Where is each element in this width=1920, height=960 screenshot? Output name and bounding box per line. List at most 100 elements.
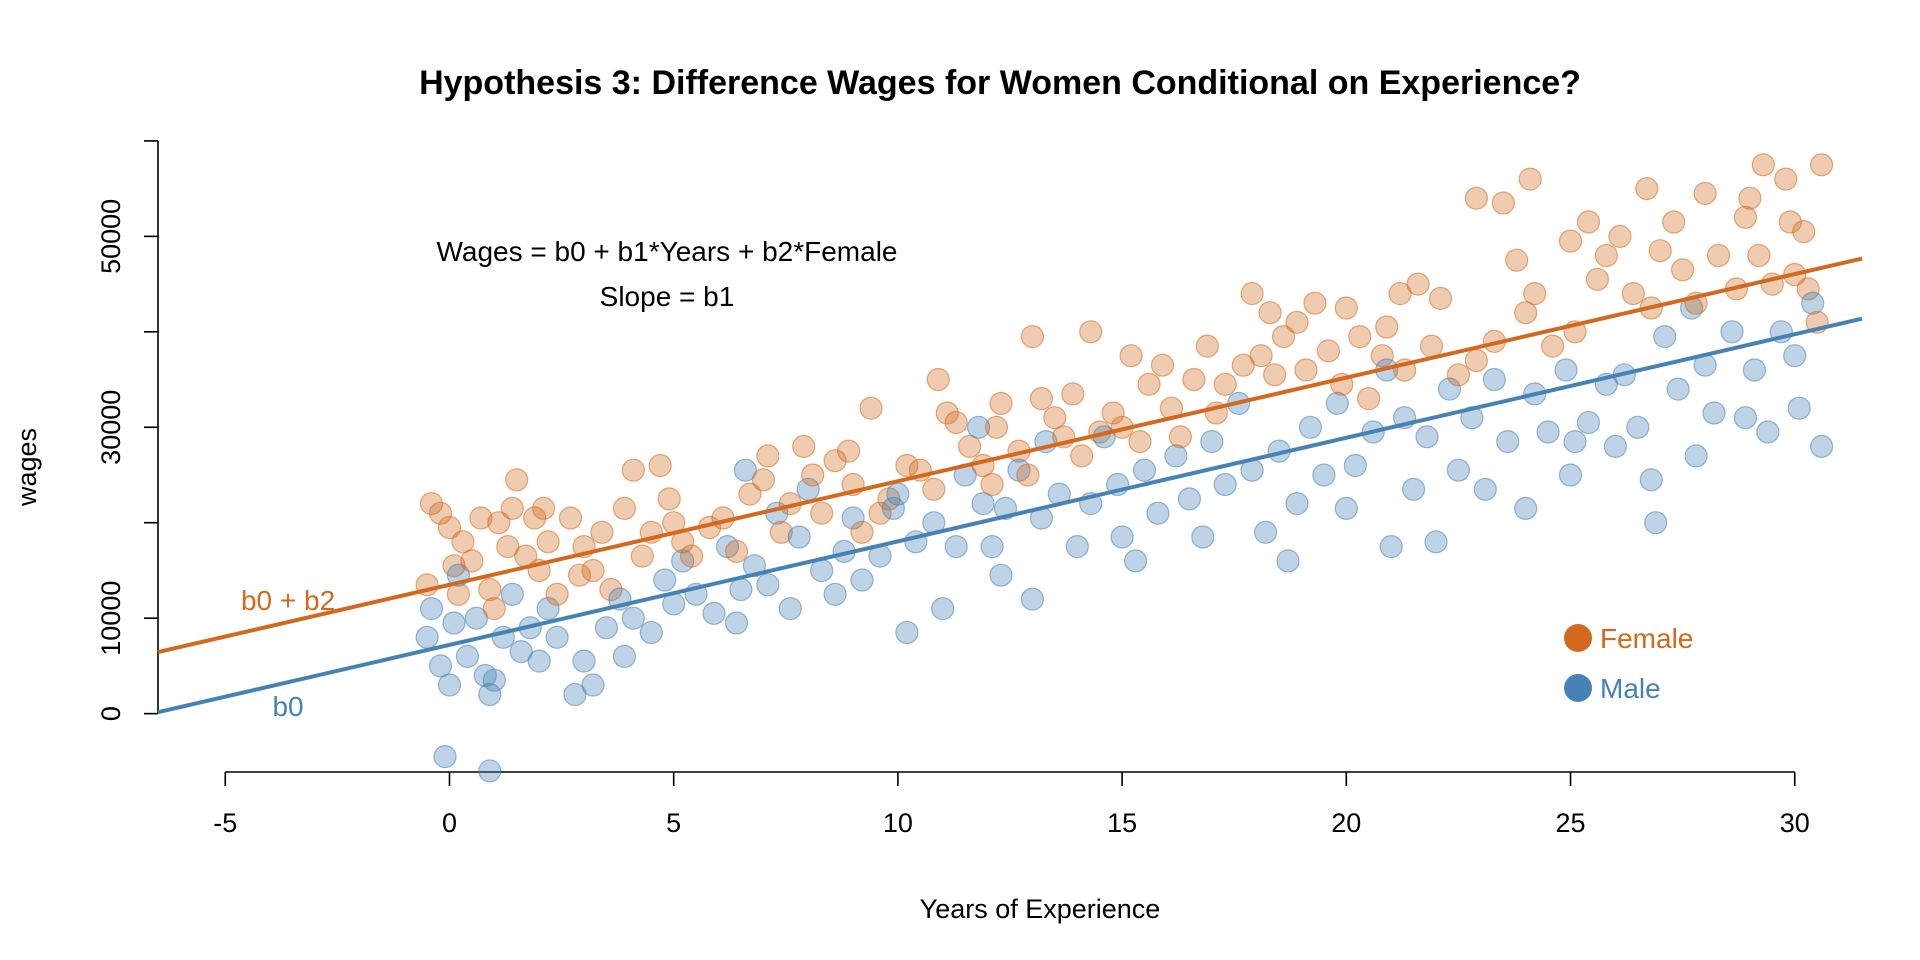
female-point [1778, 210, 1802, 234]
female-point [500, 496, 524, 520]
male-point [1496, 430, 1520, 454]
male-point [455, 644, 479, 669]
female-point [1621, 282, 1645, 306]
equation-line-1: Wages = b0 + b1*Years + b2*Female [436, 236, 897, 267]
male-point [1343, 453, 1367, 478]
female-point [792, 434, 816, 458]
female-point [1523, 282, 1547, 306]
female-point [1419, 334, 1444, 358]
male-point [1644, 511, 1668, 535]
female-point [1137, 372, 1161, 396]
female-point [1195, 334, 1219, 358]
male-point [823, 582, 847, 606]
female-point [1249, 344, 1273, 368]
female-point [531, 496, 556, 520]
female-point [1514, 301, 1538, 325]
female-point [567, 563, 592, 587]
female-point [1747, 243, 1771, 268]
male-point [415, 625, 439, 649]
male-point [464, 606, 488, 630]
male-point [1110, 525, 1134, 549]
female-point [957, 434, 982, 458]
female-point [1505, 248, 1529, 272]
female-point [801, 463, 825, 487]
male-point [1473, 477, 1497, 501]
female-point [1576, 210, 1601, 234]
legend-label-female: Female [1600, 623, 1693, 654]
male-point [621, 606, 645, 630]
male-point [1482, 367, 1506, 392]
female-point [1594, 243, 1619, 268]
female-point [1540, 334, 1565, 358]
female-point [460, 549, 484, 573]
male-point [1285, 492, 1309, 516]
female-point [1240, 282, 1264, 306]
b0-plus-b2-label: b0 + b2 [241, 585, 335, 616]
female-point [1428, 286, 1453, 310]
x-tick-label: 0 [442, 808, 457, 838]
male-point [478, 759, 502, 783]
equation-line-2: Slope = b1 [600, 281, 735, 312]
female-point [1168, 425, 1193, 449]
female-point [980, 472, 1004, 497]
male-point [1742, 358, 1767, 382]
y-tick-label: 10000 [96, 581, 126, 656]
male-point [1298, 415, 1323, 439]
female-point [724, 539, 749, 564]
female-point [944, 410, 968, 435]
female-point [1796, 277, 1820, 301]
female-point [1406, 272, 1430, 296]
male-point [478, 682, 502, 707]
male-point [971, 492, 995, 516]
male-point [787, 525, 811, 549]
female-point [469, 506, 493, 530]
male-point [1164, 444, 1188, 468]
female-point [1294, 358, 1318, 382]
female-point [1491, 191, 1515, 215]
female-point [1061, 382, 1085, 406]
male-point [895, 620, 919, 645]
female-point [630, 544, 654, 568]
female-point [1464, 348, 1489, 373]
female-point [868, 501, 892, 525]
y-tick-label: 0 [96, 706, 126, 721]
male-point [500, 582, 524, 606]
female-point [1101, 401, 1125, 425]
male-point [1653, 325, 1677, 349]
male-point [1437, 377, 1462, 401]
female-point [1648, 239, 1672, 263]
x-tick-label: 5 [666, 808, 681, 838]
male-point [1191, 525, 1215, 549]
female-point [1231, 353, 1255, 377]
female-point [621, 458, 645, 482]
male-point [594, 616, 619, 640]
female-point [437, 515, 462, 540]
male-point [810, 558, 834, 583]
female-point [1029, 387, 1054, 411]
female-point [523, 506, 547, 530]
female-point [1464, 186, 1489, 210]
male-point [639, 620, 663, 645]
legend-label-male: Male [1600, 673, 1661, 704]
male-point [1733, 406, 1758, 430]
male-point [756, 573, 780, 597]
female-point [926, 367, 950, 392]
male-point [1809, 434, 1834, 458]
female-point [1213, 372, 1237, 396]
female-point [1706, 243, 1731, 268]
male-point [702, 601, 726, 626]
female-point [1774, 167, 1798, 191]
female-point [1670, 258, 1695, 282]
male-point [536, 596, 560, 621]
male-point [1666, 377, 1690, 401]
male-point [733, 458, 758, 482]
male-point [1020, 587, 1045, 611]
female-point [1809, 153, 1834, 177]
female-point [1751, 153, 1775, 177]
male-point [1603, 434, 1628, 458]
female-point [935, 401, 959, 425]
x-tick-label: 25 [1556, 808, 1586, 838]
male-point [841, 506, 865, 530]
male-point [1702, 401, 1726, 425]
